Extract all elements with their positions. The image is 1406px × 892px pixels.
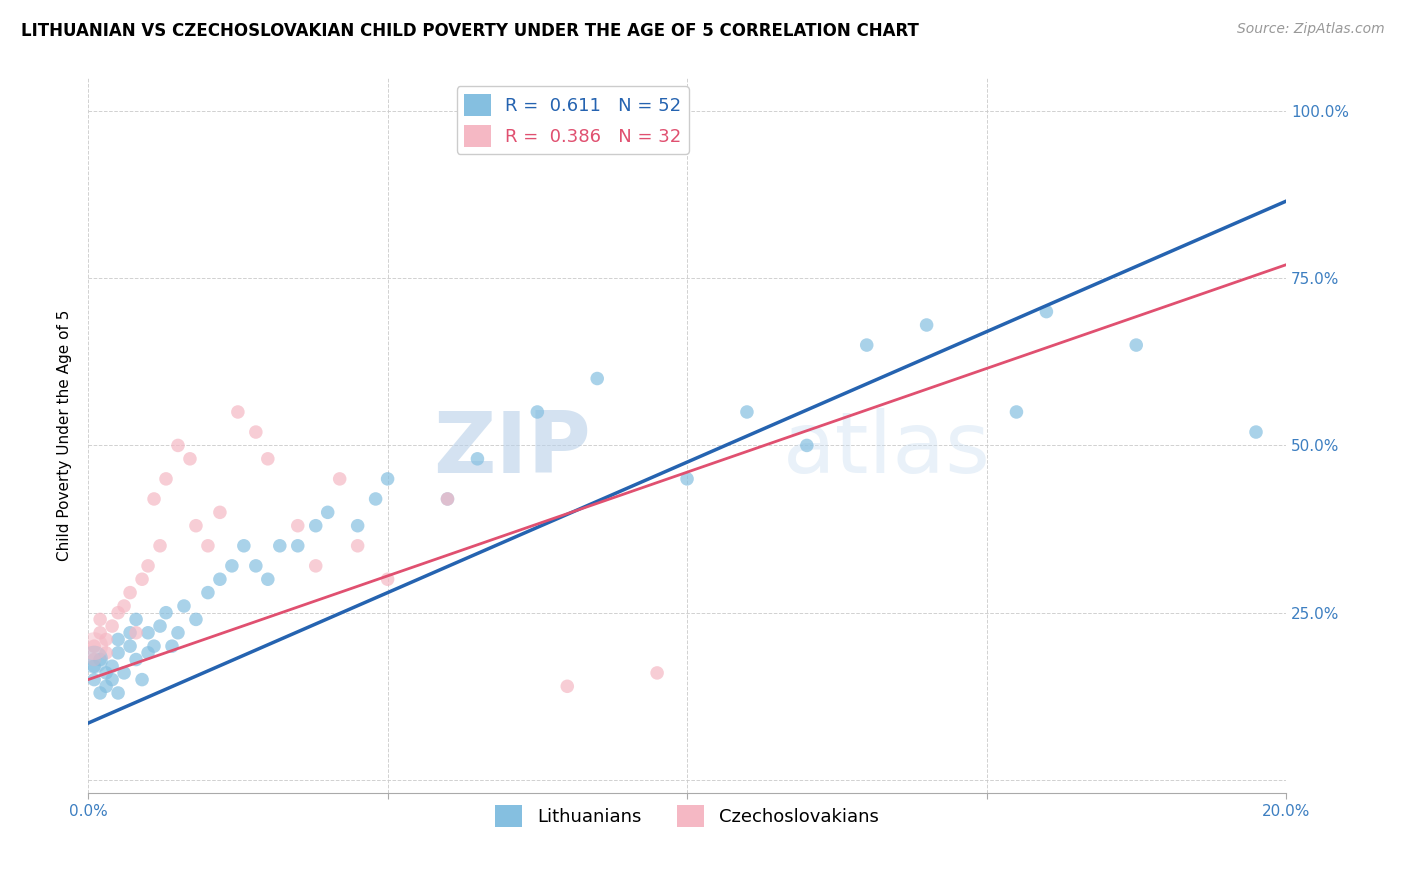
Point (83, 659, 105, 673)
Point (1035, 304, 1057, 318)
Point (94, 665, 117, 680)
Point (125, 612, 148, 626)
Point (155, 472, 177, 486)
Point (155, 606, 177, 620)
Point (226, 405, 249, 419)
Point (245, 558, 267, 573)
Point (112, 599, 135, 613)
Point (101, 673, 124, 687)
Point (796, 438, 818, 452)
Point (735, 405, 758, 419)
Point (83, 639, 105, 653)
Point (120, 625, 142, 640)
Point (184, 612, 207, 626)
Point (125, 652, 148, 666)
Point (184, 518, 207, 533)
Point (167, 625, 190, 640)
Point (676, 472, 699, 486)
Point (256, 451, 278, 466)
Text: ZIP: ZIP (433, 409, 592, 491)
Point (89, 652, 111, 666)
Point (131, 572, 153, 586)
Point (1244, 425, 1267, 439)
Point (136, 646, 159, 660)
Point (915, 318, 938, 332)
Point (197, 539, 219, 553)
Point (586, 371, 609, 385)
Point (287, 539, 309, 553)
Point (94, 679, 117, 693)
Point (173, 599, 195, 613)
Point (305, 558, 328, 573)
Point (143, 639, 166, 653)
Point (107, 686, 129, 700)
Point (107, 646, 129, 660)
Point (101, 619, 124, 633)
Point (221, 558, 243, 573)
Point (149, 619, 172, 633)
Point (436, 491, 458, 506)
Point (208, 505, 231, 519)
Point (120, 639, 142, 653)
Text: LITHUANIAN VS CZECHOSLOVAKIAN CHILD POVERTY UNDER THE AGE OF 5 CORRELATION CHART: LITHUANIAN VS CZECHOSLOVAKIAN CHILD POVE… (21, 22, 920, 40)
Point (83, 652, 105, 666)
Point (94, 632, 117, 647)
Point (855, 338, 877, 352)
Point (107, 606, 129, 620)
Point (125, 625, 148, 640)
Point (179, 451, 201, 466)
Point (83, 652, 105, 666)
Point (149, 539, 172, 553)
Point (329, 472, 352, 486)
Point (89, 625, 111, 640)
Point (136, 625, 159, 640)
Point (256, 572, 278, 586)
Point (377, 572, 399, 586)
Point (526, 405, 548, 419)
Point (346, 539, 368, 553)
Point (101, 659, 124, 673)
Point (467, 451, 489, 466)
Point (305, 518, 328, 533)
Text: Source: ZipAtlas.com: Source: ZipAtlas.com (1237, 22, 1385, 37)
Point (232, 539, 254, 553)
Point (645, 665, 668, 680)
Point (346, 518, 368, 533)
Point (89, 612, 111, 626)
Point (316, 505, 339, 519)
Point (83, 639, 105, 653)
Point (364, 491, 387, 506)
Point (89, 686, 111, 700)
Point (287, 518, 309, 533)
Point (1005, 405, 1028, 419)
Point (1125, 338, 1147, 352)
Point (136, 558, 159, 573)
Point (160, 639, 183, 653)
Text: atlas: atlas (783, 409, 991, 491)
Point (555, 679, 578, 693)
Point (112, 665, 135, 680)
Point (269, 539, 291, 553)
Point (83, 673, 105, 687)
Legend: Lithuanians, Czechoslovakians: Lithuanians, Czechoslovakians (488, 798, 886, 834)
Point (245, 425, 267, 439)
Point (107, 632, 129, 647)
Point (120, 585, 142, 599)
Point (143, 491, 166, 506)
Point (131, 673, 153, 687)
Point (436, 491, 458, 506)
Y-axis label: Child Poverty Under the Age of 5: Child Poverty Under the Age of 5 (58, 310, 72, 561)
Point (208, 572, 231, 586)
Point (197, 585, 219, 599)
Point (377, 472, 399, 486)
Point (167, 438, 190, 452)
Point (94, 646, 117, 660)
